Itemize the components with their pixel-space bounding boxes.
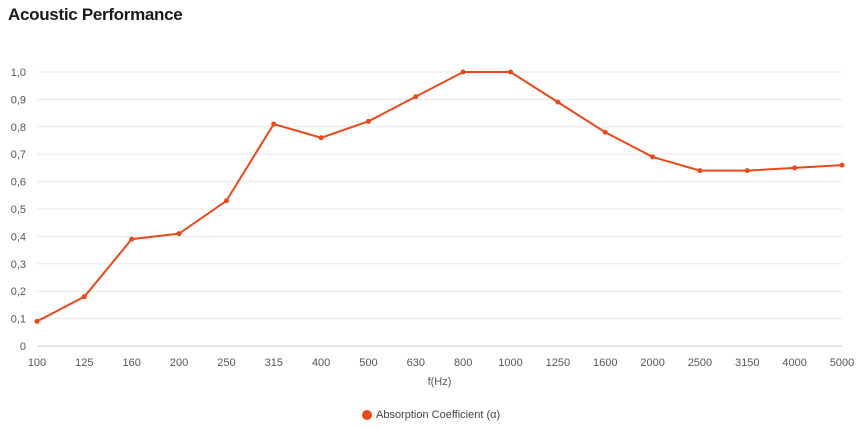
data-point[interactable] [555, 100, 560, 105]
x-tick-label: 1250 [546, 357, 570, 369]
x-tick-label: 2000 [640, 357, 664, 369]
y-tick-label: 0,3 [11, 259, 26, 271]
y-tick-label: 0 [20, 341, 26, 353]
data-point[interactable] [271, 122, 276, 127]
y-tick-label: 0,2 [11, 286, 26, 298]
x-tick-label: 200 [170, 357, 188, 369]
legend-item[interactable]: Absorption Coefficient (α) [362, 409, 500, 421]
legend-label: Absorption Coefficient (α) [376, 409, 500, 421]
data-point[interactable] [177, 231, 182, 236]
x-tick-label: 125 [75, 357, 93, 369]
data-point[interactable] [461, 70, 466, 75]
x-tick-label: 1600 [593, 357, 617, 369]
data-point[interactable] [745, 168, 750, 173]
data-point[interactable] [603, 130, 608, 135]
x-tick-label: 250 [217, 357, 235, 369]
y-tick-label: 0,4 [11, 231, 26, 243]
y-tick-label: 1,0 [11, 67, 26, 79]
x-tick-label: 4000 [782, 357, 806, 369]
y-tick-label: 0,6 [11, 177, 26, 189]
data-point[interactable] [129, 237, 134, 242]
y-tick-label: 0,8 [11, 122, 26, 134]
y-tick-label: 0,1 [11, 314, 26, 326]
y-tick-label: 0,7 [11, 149, 26, 161]
y-tick-label: 0,9 [11, 94, 26, 106]
series-layer [35, 70, 845, 324]
data-point[interactable] [508, 70, 513, 75]
data-point[interactable] [366, 119, 371, 124]
data-point[interactable] [319, 135, 324, 140]
data-point[interactable] [413, 94, 418, 99]
x-tick-label: 500 [359, 357, 377, 369]
x-tick-label: 3150 [735, 357, 759, 369]
x-tick-label: 630 [407, 357, 425, 369]
series-line [37, 72, 842, 321]
x-tick-label: 400 [312, 357, 330, 369]
grid-lines [37, 72, 842, 346]
x-tick-label: 800 [454, 357, 472, 369]
x-tick-label: 2500 [688, 357, 712, 369]
data-point[interactable] [650, 154, 655, 159]
x-axis-ticks: 100 125 160 200 250 315 400 500 630 800 1000 1250 16… [28, 357, 854, 369]
x-tick-label: 100 [28, 357, 46, 369]
data-point[interactable] [82, 294, 87, 299]
x-axis-label: f(Hz) [428, 376, 452, 388]
data-point[interactable] [35, 319, 40, 324]
y-axis-ticks: 0 0,1 0,2 0,3 0,4 0,5 0,6 0,7 0,8 0,9 1,0 [11, 67, 26, 353]
line-chart: 0 0,1 0,2 0,3 0,4 0,5 0,6 0,7 0,8 0,9 1,0 100 125 16… [0, 0, 868, 400]
data-point[interactable] [792, 165, 797, 170]
x-tick-label: 315 [265, 357, 283, 369]
y-tick-label: 0,5 [11, 204, 26, 216]
x-tick-label: 160 [123, 357, 141, 369]
x-tick-label: 1000 [498, 357, 522, 369]
data-point[interactable] [224, 198, 229, 203]
data-point[interactable] [840, 163, 845, 168]
legend-marker [362, 410, 372, 420]
x-tick-label: 5000 [830, 357, 854, 369]
data-point[interactable] [697, 168, 702, 173]
